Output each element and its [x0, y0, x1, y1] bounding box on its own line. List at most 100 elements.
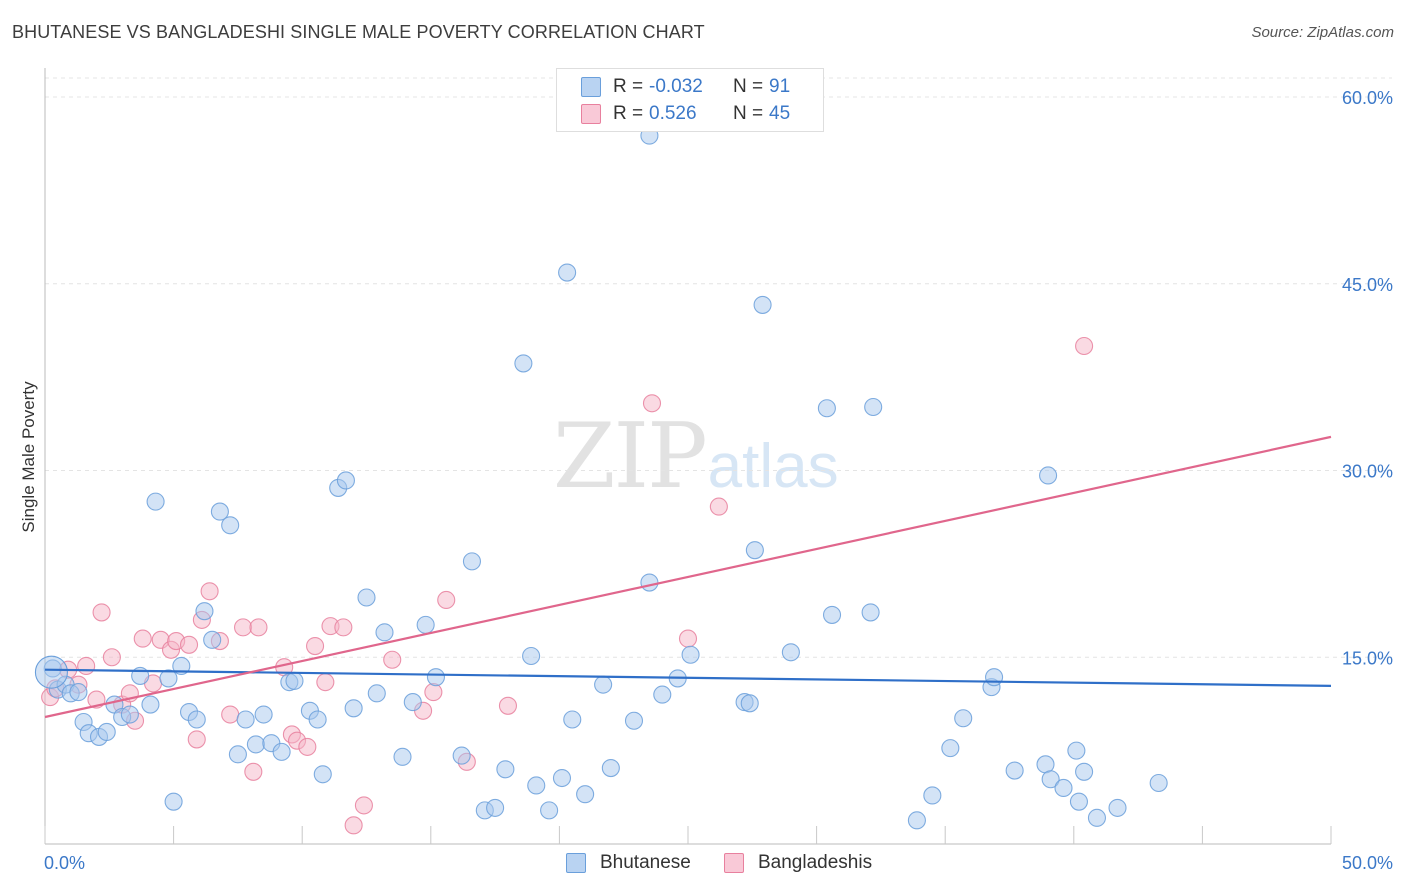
point-bangladeshis: [179, 635, 199, 654]
point-bangladeshis: [298, 737, 317, 756]
legend-label-bhutanese: Bhutanese: [600, 852, 691, 873]
point-bhutanese: [1149, 773, 1168, 793]
point-bangladeshis: [200, 582, 219, 601]
point-bhutanese: [594, 675, 613, 694]
point-bhutanese: [236, 710, 255, 729]
point-bhutanese: [246, 735, 265, 754]
legend-n-value: 45: [769, 103, 791, 124]
point-bhutanese: [285, 671, 304, 690]
point-bangladeshis: [316, 673, 335, 692]
point-bhutanese: [254, 705, 273, 724]
point-bhutanese: [817, 399, 836, 418]
point-bhutanese: [745, 541, 764, 560]
point-bangladeshis: [92, 603, 111, 622]
legend-n-label: N =: [733, 76, 764, 97]
point-bangladeshis: [187, 730, 206, 749]
point-bhutanese: [344, 699, 363, 718]
legend-r-label: R =: [613, 76, 644, 97]
point-bhutanese: [522, 646, 541, 666]
point-bangladeshis: [678, 629, 698, 648]
point-bhutanese: [272, 742, 291, 761]
point-bhutanese: [1039, 466, 1058, 485]
point-bhutanese: [313, 765, 332, 784]
legend-swatch-bangladeshis: [581, 104, 601, 124]
point-bhutanese: [426, 668, 445, 687]
point-bangladeshis: [306, 636, 325, 656]
trendline-bhutanese: [44, 668, 1332, 687]
point-bhutanese: [527, 776, 546, 795]
point-bhutanese: [861, 603, 880, 622]
point-bhutanese: [141, 695, 160, 714]
point-bhutanese: [159, 669, 178, 688]
point-bhutanese: [97, 722, 116, 742]
point-bhutanese: [1041, 770, 1060, 789]
point-bhutanese: [187, 710, 206, 729]
point-bhutanese: [822, 605, 842, 624]
legend-n-value: 91: [769, 76, 791, 97]
point-bhutanese: [34, 655, 68, 689]
point-bangladeshis: [102, 648, 121, 667]
point-bhutanese: [514, 354, 533, 373]
trendline-bangladeshis: [44, 435, 1332, 719]
point-bangladeshis: [334, 618, 353, 637]
point-bhutanese: [1108, 798, 1127, 817]
point-bhutanese: [1087, 808, 1106, 827]
legend-swatch-bhutanese: [566, 853, 586, 873]
point-bhutanese: [416, 615, 435, 634]
point-bhutanese: [624, 711, 644, 730]
legend-item-bhutanese: Bhutanese: [566, 852, 691, 874]
y-tick-label: 15.0%: [1342, 648, 1393, 668]
point-bangladeshis: [1075, 336, 1094, 356]
point-bangladeshis: [344, 816, 363, 835]
legend-r-value: -0.032: [649, 76, 703, 97]
point-bhutanese: [172, 656, 191, 676]
point-bhutanese: [486, 798, 505, 817]
y-tick-label: 60.0%: [1342, 88, 1393, 108]
y-axis-title: Single Male Poverty: [19, 381, 38, 533]
point-bhutanese: [367, 684, 386, 703]
point-bangladeshis: [221, 705, 240, 724]
point-bhutanese: [540, 801, 559, 820]
point-bangladeshis: [642, 394, 662, 413]
point-bhutanese: [164, 792, 183, 811]
point-bhutanese: [563, 710, 582, 729]
point-bangladeshis: [133, 629, 152, 648]
point-bhutanese: [954, 709, 973, 728]
point-bhutanese: [558, 263, 577, 282]
legend-n-label: N =: [733, 103, 764, 124]
point-bangladeshis: [77, 656, 96, 676]
legend-swatch-bangladeshis: [724, 853, 744, 873]
point-bhutanese: [308, 710, 327, 729]
point-bhutanese: [375, 623, 394, 642]
point-bhutanese: [146, 492, 165, 511]
point-bhutanese: [336, 471, 355, 490]
point-bhutanese: [1005, 761, 1024, 780]
point-bangladeshis: [249, 618, 268, 637]
point-bhutanese: [640, 573, 659, 592]
point-bhutanese: [393, 747, 412, 766]
legend-item-bangladeshis: Bangladeshis: [724, 852, 872, 874]
y-tick-label: 30.0%: [1342, 462, 1393, 482]
point-bhutanese: [195, 602, 214, 621]
point-bhutanese: [210, 502, 229, 521]
point-bhutanese: [681, 645, 700, 664]
point-bhutanese: [462, 552, 482, 571]
point-bangladeshis: [498, 696, 518, 715]
point-bhutanese: [985, 668, 1004, 687]
legend-row-bangladeshis: R = 0.526 N = 45: [581, 102, 790, 126]
point-bhutanese: [221, 516, 240, 535]
point-bhutanese: [576, 785, 595, 804]
point-bhutanese: [740, 694, 759, 713]
correlation-legend: R = -0.032 N = 91 R = 0.526 N = 45: [556, 68, 824, 132]
point-bhutanese: [357, 588, 376, 607]
point-bhutanese: [552, 768, 572, 788]
legend-row-bhutanese: R = -0.032 N = 91: [581, 75, 790, 99]
chart-title: BHUTANESE VS BANGLADESHI SINGLE MALE POV…: [12, 22, 705, 42]
point-bangladeshis: [383, 650, 402, 669]
legend-swatch-bhutanese: [581, 77, 601, 97]
point-bhutanese: [923, 786, 942, 805]
legend-label-bangladeshis: Bangladeshis: [758, 852, 873, 873]
point-bangladeshis: [354, 796, 373, 815]
point-bhutanese: [907, 811, 926, 830]
